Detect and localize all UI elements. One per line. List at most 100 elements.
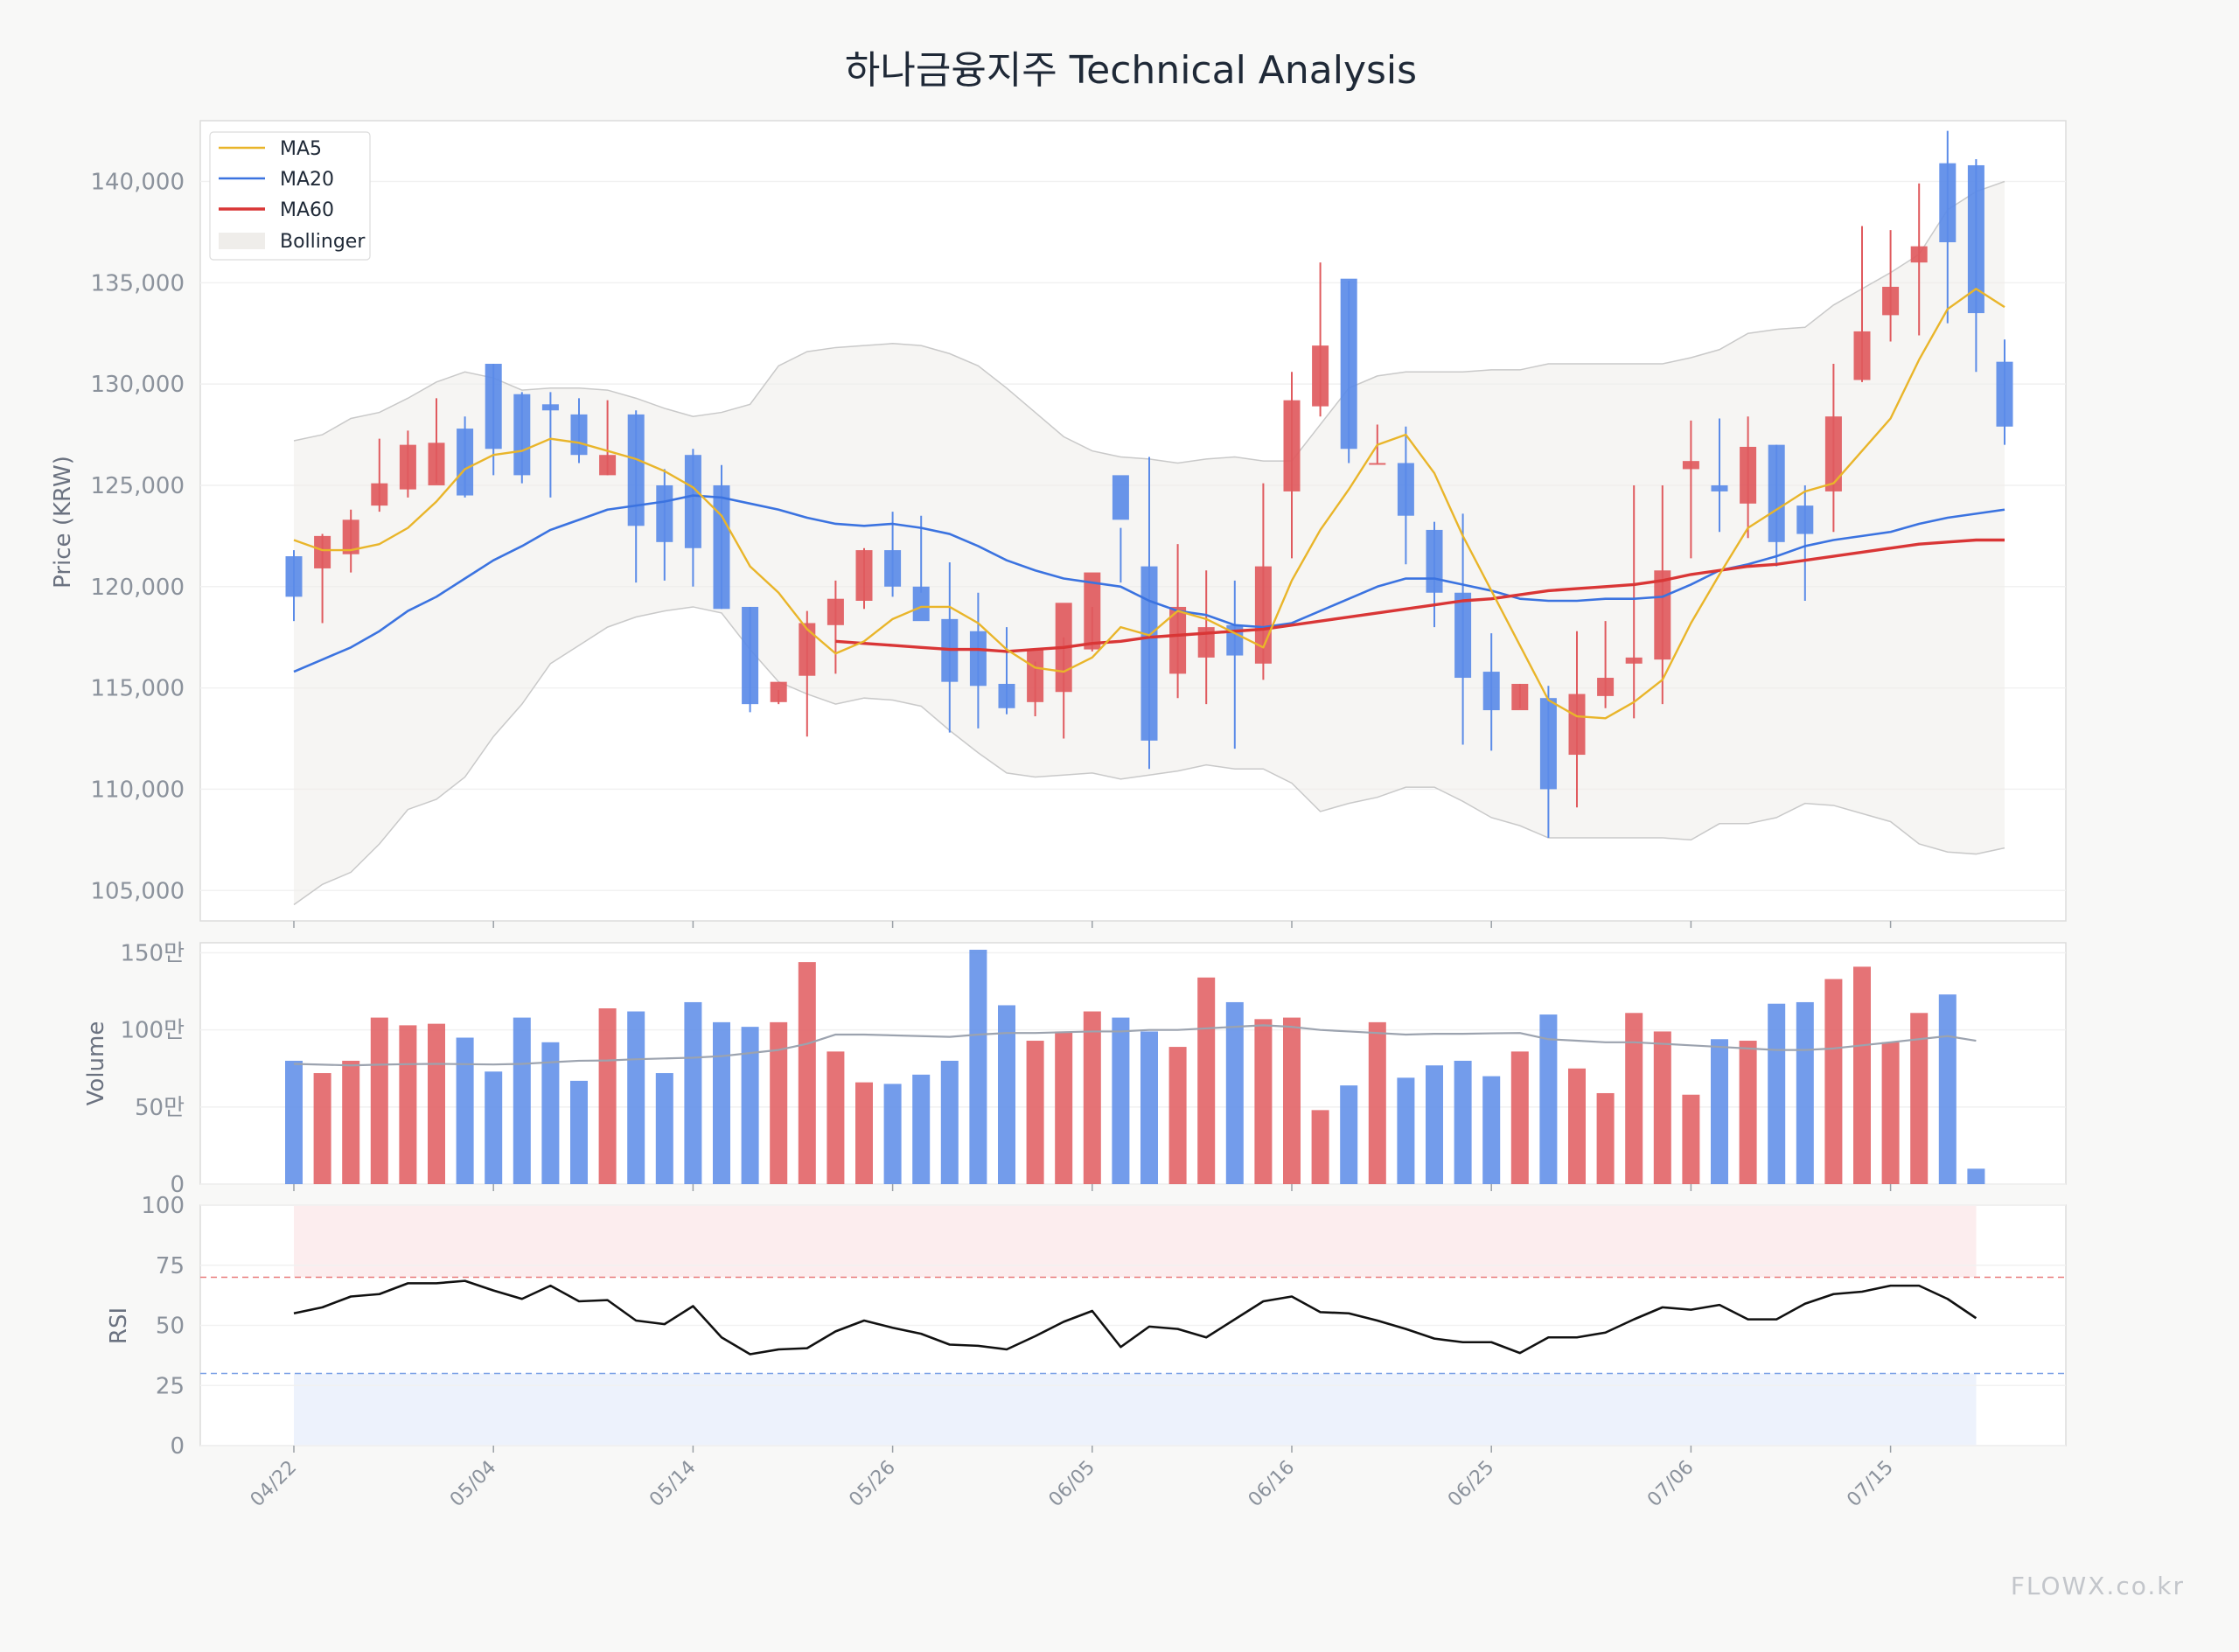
watermark: FLOWX.co.kr: [2011, 1572, 2185, 1600]
candle-body: [1112, 475, 1129, 520]
volume-tick-label: 50만: [135, 1095, 185, 1121]
legend-label-bollinger: Bollinger: [280, 231, 366, 253]
candle-body: [285, 556, 303, 597]
candle-body: [371, 483, 388, 506]
candle-body: [1711, 484, 1728, 491]
candle-body: [485, 363, 502, 450]
volume-bar: [855, 1082, 873, 1184]
volume-bar: [570, 1080, 588, 1184]
candle-body: [1882, 286, 1900, 316]
candle-body: [827, 598, 844, 625]
volume-bar: [1881, 1042, 1900, 1184]
candle-body: [314, 535, 331, 568]
rsi-axis-title: RSI: [106, 1307, 132, 1344]
candle-body: [998, 683, 1015, 708]
candle-body: [713, 484, 730, 610]
candle-body: [1625, 657, 1643, 664]
rsi-series: [293, 1279, 1977, 1356]
volume-bar: [370, 1017, 388, 1184]
candle-body: [1397, 463, 1414, 516]
x-tick-label: 07/06: [1643, 1457, 1698, 1512]
volume-bar: [1454, 1060, 1472, 1184]
volume-bar: [655, 1073, 673, 1184]
volume-bar: [1739, 1041, 1757, 1184]
bollinger-lower: [293, 606, 2005, 906]
volume-bar: [1168, 1047, 1187, 1184]
candle-body: [1169, 606, 1187, 674]
volume-bar: [827, 1051, 845, 1184]
candle-body: [1426, 529, 1443, 593]
volume-bar: [485, 1071, 503, 1184]
volume-bar: [1340, 1085, 1358, 1184]
candle-body: [1568, 694, 1586, 756]
volume-bar: [883, 1084, 902, 1184]
volume-bars: [200, 950, 2066, 1185]
rsi-tick-label: 100: [141, 1193, 185, 1219]
volume-bar: [598, 1008, 617, 1184]
x-tick-label: 06/16: [1245, 1457, 1300, 1512]
x-tick-label: 04/22: [247, 1457, 302, 1512]
rsi-tick-label: 75: [156, 1253, 185, 1279]
candle-body: [513, 394, 531, 476]
volume-tick-label: 150만: [120, 941, 185, 967]
volume-bar: [940, 1060, 959, 1184]
legend-swatch-bollinger: [219, 233, 265, 249]
volume-bar: [399, 1025, 417, 1184]
volume-bar: [513, 1017, 531, 1184]
volume-bar: [1796, 1001, 1814, 1184]
volume-bar: [1055, 1031, 1073, 1184]
volume-bar: [1596, 1092, 1615, 1184]
candle-body: [1796, 505, 1814, 534]
candle-body: [742, 606, 759, 705]
price-tick-label: 140,000: [90, 169, 185, 195]
candle-body: [1939, 163, 1957, 242]
volume-bar: [770, 1021, 788, 1184]
candle-body: [1910, 246, 1928, 263]
candle-body: [570, 414, 588, 456]
rsi-tick-label: 25: [156, 1373, 185, 1399]
candle-body: [1539, 698, 1557, 790]
candle-body: [1967, 164, 1984, 314]
candle-body: [342, 519, 359, 554]
candle-body: [855, 550, 873, 601]
volume-bar: [1568, 1068, 1586, 1184]
volume-bar: [1910, 1013, 1929, 1184]
volume-bar: [713, 1021, 730, 1184]
volume-bar: [1254, 1019, 1273, 1184]
volume-bar: [684, 1001, 702, 1184]
candle-body: [1283, 400, 1301, 491]
volume-bar: [1510, 1051, 1529, 1184]
volume-bar: [1197, 977, 1216, 1184]
price-axis-title: Price (KRW): [50, 456, 76, 589]
candle-body: [541, 404, 559, 411]
legend-box: [209, 131, 371, 261]
volume-bar: [1368, 1021, 1386, 1184]
candle-body: [1369, 463, 1386, 465]
candle-body: [399, 444, 416, 490]
legend-label-ma5: MA5: [280, 138, 322, 160]
candle-body: [1312, 345, 1329, 407]
x-tick-label: 06/25: [1444, 1457, 1499, 1512]
volume-bar: [1112, 1017, 1130, 1184]
legend-label-ma20: MA20: [280, 169, 334, 191]
volume-bar: [1768, 1003, 1786, 1184]
x-tick-label: 05/14: [645, 1457, 701, 1512]
candle-body: [1996, 361, 2013, 427]
x-tick-label: 06/05: [1045, 1457, 1100, 1512]
volume-bar: [1426, 1065, 1443, 1184]
candle-body: [969, 631, 987, 687]
x-tick-label: 07/15: [1843, 1457, 1898, 1512]
candle-body: [428, 443, 445, 485]
candle-body: [884, 550, 902, 587]
candle-body: [1340, 278, 1357, 450]
candle-body: [1140, 566, 1158, 741]
candle-body: [912, 586, 930, 622]
volume-bar: [1225, 1001, 1244, 1184]
volume-bar: [741, 1027, 759, 1184]
legend-label-ma60: MA60: [280, 199, 334, 221]
candle-body: [1682, 461, 1699, 470]
volume-bar: [342, 1060, 360, 1184]
volume-bar: [1682, 1094, 1700, 1184]
volume-bar: [313, 1073, 331, 1184]
